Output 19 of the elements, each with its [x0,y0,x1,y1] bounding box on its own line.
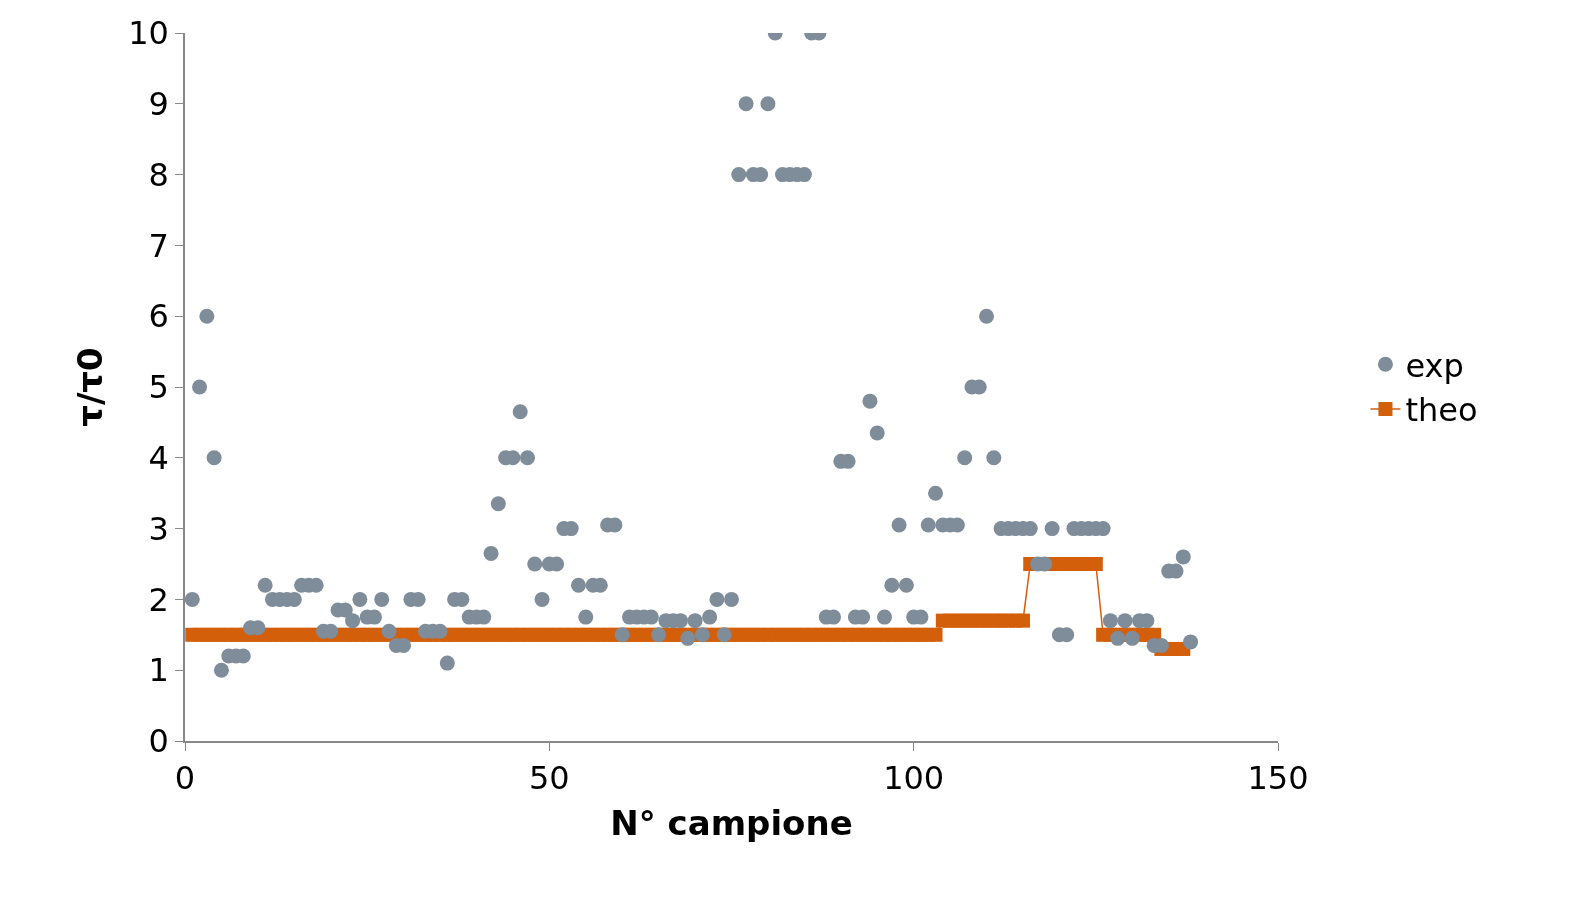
y-tick-label: 3 [148,509,169,548]
y-tick-label: 10 [128,14,169,53]
y-tick-label: 5 [148,368,169,407]
y-tick-label: 6 [148,297,169,336]
x-tick-label: 150 [1247,759,1309,798]
x-tick-label: 100 [883,759,945,798]
y-axis-title: τ/τ0 [70,347,111,427]
y-tick-label: 9 [148,85,169,123]
y-tick-label: 2 [148,580,169,619]
y-tick-label: 0 [148,722,169,761]
y-tick-label: 4 [148,439,169,477]
x-tick-label: 0 [174,759,196,798]
x-tick-label: 50 [528,759,570,798]
y-tick-label: 8 [148,155,169,194]
y-tick-label: 7 [148,226,169,265]
y-tick-label: 1 [148,651,169,690]
legend-label: theo [1405,391,1478,430]
x-axis-title: N° campione [610,802,853,843]
legend-label: exp [1405,346,1464,385]
